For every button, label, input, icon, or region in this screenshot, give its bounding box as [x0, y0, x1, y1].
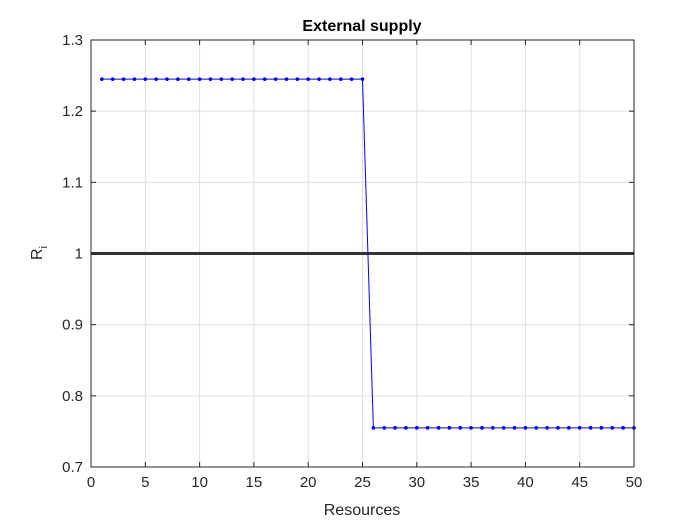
y-axis-label-subscript: i [38, 246, 50, 248]
data-point [588, 426, 593, 430]
series-layer [100, 77, 636, 430]
axes-layer [90, 39, 635, 468]
data-point [425, 426, 430, 430]
data-point [219, 77, 224, 81]
data-point [176, 77, 180, 81]
data-point [567, 426, 571, 430]
data-point [165, 77, 169, 81]
y-tick-label: 0.8 [62, 388, 83, 405]
data-point [295, 77, 300, 81]
x-tick-label: 35 [463, 474, 480, 491]
data-point [469, 426, 473, 430]
x-tick-label: 0 [87, 474, 95, 491]
data-point [284, 77, 289, 81]
data-point [501, 426, 506, 430]
data-point [545, 426, 549, 430]
series-line [101, 78, 634, 429]
x-tick-label: 25 [354, 474, 371, 491]
data-point [599, 426, 604, 430]
data-point [154, 77, 158, 81]
data-point [360, 77, 365, 81]
data-point [230, 77, 234, 81]
x-tick-label: 10 [191, 474, 208, 491]
y-tick-label: 1.2 [62, 103, 83, 120]
data-point [110, 77, 115, 81]
data-point [436, 426, 441, 430]
data-point [241, 77, 245, 81]
data-point [186, 77, 191, 81]
y-tick-label: 0.7 [62, 459, 83, 476]
data-point [556, 426, 560, 430]
data-point [382, 426, 387, 430]
data-point [404, 426, 408, 430]
data-point [480, 426, 484, 430]
y-tick-label: 1 [75, 246, 83, 263]
data-point [197, 77, 202, 81]
y-axis-label-group: Ri [29, 246, 50, 260]
data-point [371, 426, 376, 430]
data-point [512, 426, 517, 430]
data-point [317, 77, 321, 81]
data-point [577, 426, 582, 430]
data-point [349, 77, 354, 81]
data-point [121, 77, 126, 81]
data-point [393, 426, 397, 430]
data-point [491, 426, 495, 430]
tick-labels-layer: 0 5 10 15 20 25 30 35 40 45 50 0.7 0.8 0.9 1 1.1 1.2 1.3 [62, 32, 642, 491]
data-point [338, 77, 343, 81]
y-tick-label: 0.9 [62, 317, 83, 334]
y-tick-label: 1.1 [62, 174, 83, 191]
data-point [534, 426, 539, 430]
y-axis-label: Ri [29, 246, 50, 260]
data-point [252, 77, 256, 81]
x-axis-label: Resources [324, 502, 400, 519]
data-point [458, 426, 463, 430]
x-tick-label: 50 [626, 474, 643, 491]
data-point [273, 77, 278, 81]
data-point [415, 426, 419, 430]
chart-title: External supply [302, 18, 421, 35]
data-point [523, 426, 528, 430]
x-tick-label: 40 [517, 474, 534, 491]
y-axis-label-main: R [29, 248, 46, 260]
x-tick-label: 30 [408, 474, 425, 491]
y-tick-label: 1.3 [62, 32, 83, 49]
data-point [621, 426, 625, 430]
data-point [328, 77, 332, 81]
data-point [100, 77, 104, 81]
data-point [262, 77, 267, 81]
data-point [132, 77, 137, 81]
data-point [143, 77, 148, 81]
data-point [447, 426, 452, 430]
data-point [306, 77, 311, 81]
x-tick-label: 15 [246, 474, 263, 491]
data-point [208, 77, 213, 81]
x-tick-label: 20 [300, 474, 317, 491]
data-point [610, 426, 615, 430]
x-tick-label: 5 [141, 474, 149, 491]
x-tick-label: 45 [571, 474, 588, 491]
